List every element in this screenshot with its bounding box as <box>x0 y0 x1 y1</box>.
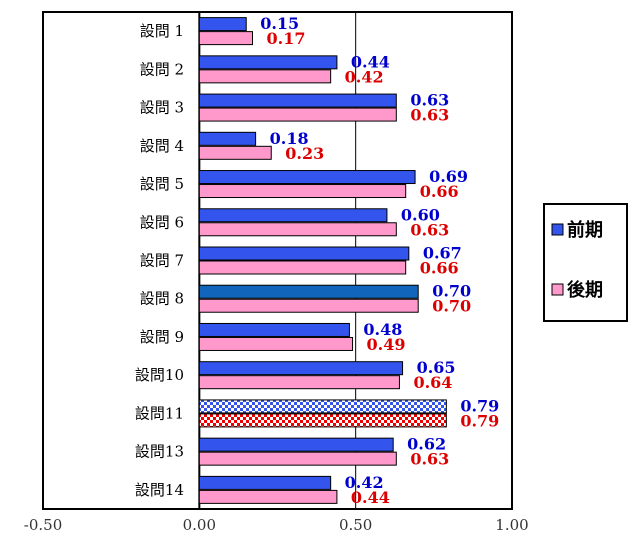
data-label-post: 0.66 <box>420 259 459 278</box>
bar-prior <box>198 284 419 299</box>
data-label-post: 0.64 <box>413 373 452 392</box>
data-label-post: 0.42 <box>345 67 384 86</box>
category-label: 設問13 <box>135 443 184 461</box>
bar-prior <box>198 437 394 452</box>
legend-label: 前期 <box>567 219 603 241</box>
data-label-post: 0.44 <box>351 488 390 507</box>
data-label-post: 0.63 <box>410 450 449 469</box>
bar-post <box>198 145 272 160</box>
bar-prior <box>198 17 247 32</box>
bar-prior <box>198 170 416 185</box>
data-label-prior: 0.79 <box>460 396 499 415</box>
category-label: 設問 7 <box>140 252 184 270</box>
data-label-post: 0.63 <box>410 220 449 239</box>
bar-post <box>198 451 397 466</box>
bar-prior <box>198 246 410 261</box>
data-label-post: 0.49 <box>367 335 406 354</box>
bar-post <box>198 375 400 390</box>
data-label-prior: 0.65 <box>417 358 456 377</box>
category-label: 設問11 <box>135 404 184 422</box>
bar-prior <box>198 399 447 414</box>
data-label-prior: 0.62 <box>407 435 446 454</box>
bar-post <box>198 184 407 199</box>
data-label-post: 0.23 <box>285 144 324 163</box>
bar-post <box>198 222 397 237</box>
bar-prior <box>198 55 338 70</box>
category-label: 設問 9 <box>140 328 184 346</box>
data-label-post: 0.63 <box>410 106 449 125</box>
bar-post <box>198 107 397 122</box>
category-label: 設問 6 <box>140 213 184 231</box>
data-label-prior: 0.42 <box>345 473 384 492</box>
legend-swatch <box>551 223 564 236</box>
x-tick-label: 0.50 <box>339 516 372 534</box>
bar-post <box>198 260 407 275</box>
data-label-prior: 0.70 <box>432 282 471 301</box>
data-label-prior: 0.69 <box>429 167 468 186</box>
bar-prior <box>198 475 332 490</box>
data-label-prior: 0.60 <box>401 205 440 224</box>
data-label-prior: 0.48 <box>363 320 402 339</box>
bar-prior <box>198 361 404 376</box>
x-tick-label: 0.00 <box>183 516 216 534</box>
bar-post <box>198 69 332 84</box>
data-label-prior: 0.67 <box>423 244 462 263</box>
bar-prior <box>198 208 388 223</box>
plot-area-frame <box>42 11 513 510</box>
data-label-prior: 0.63 <box>410 91 449 110</box>
category-label: 設問 2 <box>140 60 184 78</box>
bar-prior <box>198 322 350 337</box>
legend-swatch <box>551 283 564 296</box>
category-label: 設問 5 <box>140 175 184 193</box>
bar-post <box>198 413 447 428</box>
bar-post <box>198 336 354 351</box>
category-label: 設問 3 <box>140 99 184 117</box>
category-label: 設問10 <box>135 366 184 384</box>
x-tick-label: 1.00 <box>495 516 528 534</box>
data-label-post: 0.70 <box>432 297 471 316</box>
data-label-post: 0.17 <box>266 29 305 48</box>
category-label: 設問14 <box>135 481 184 499</box>
data-label-post: 0.66 <box>420 182 459 201</box>
category-label: 設問 8 <box>140 290 184 308</box>
data-label-post: 0.79 <box>460 411 499 430</box>
bar-prior <box>198 93 397 108</box>
data-label-prior: 0.15 <box>260 14 299 33</box>
bar-prior <box>198 131 257 146</box>
bar-post <box>198 489 338 504</box>
legend-label: 後期 <box>567 279 603 301</box>
x-tick-label: -0.50 <box>24 516 62 534</box>
category-label: 設問 4 <box>140 137 184 155</box>
bar-post <box>198 298 419 313</box>
category-label: 設問 1 <box>140 22 184 40</box>
bar-post <box>198 31 253 46</box>
data-label-prior: 0.18 <box>270 129 309 148</box>
data-label-prior: 0.44 <box>351 52 390 71</box>
